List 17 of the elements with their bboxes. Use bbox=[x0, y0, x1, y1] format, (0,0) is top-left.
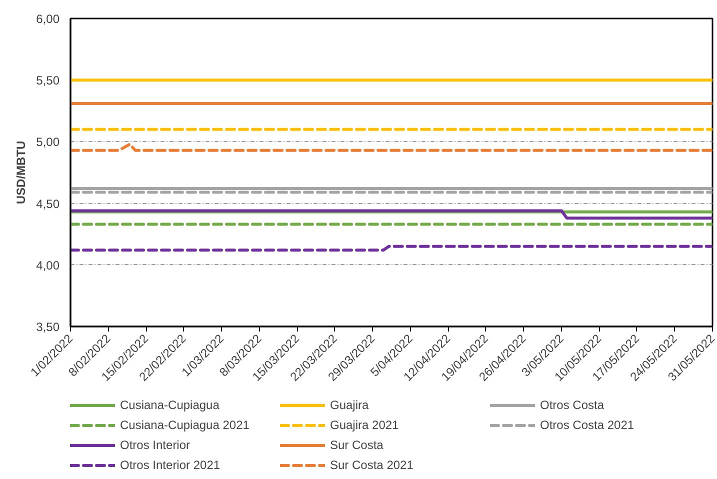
y-tick-label: 5,50 bbox=[36, 74, 60, 88]
legend-label: Otros Interior bbox=[120, 437, 192, 454]
y-tick-label: 4,50 bbox=[36, 196, 60, 211]
legend-label: Sur Costa bbox=[330, 437, 384, 454]
y-tick-label: 3,50 bbox=[36, 320, 60, 334]
y-axis-title: USD/MBTU bbox=[14, 140, 28, 204]
legend-label: Cusiana-Cupiagua 2021 bbox=[120, 417, 250, 434]
legend-label: Guajira bbox=[330, 397, 370, 414]
legend-label: Otros Costa 2021 bbox=[540, 417, 636, 434]
legend-label: Otros Interior 2021 bbox=[120, 457, 222, 474]
legend-label: Sur Costa 2021 bbox=[330, 457, 414, 474]
y-tick-label: 5,00 bbox=[36, 135, 60, 150]
y-tick-label: 6,00 bbox=[36, 12, 60, 26]
legend-label: Cusiana-Cupiagua bbox=[120, 397, 220, 414]
legend-label: Guajira 2021 bbox=[330, 417, 400, 434]
legend-label: Otros Costa bbox=[540, 397, 606, 414]
y-tick-label: 4,00 bbox=[36, 258, 60, 272]
